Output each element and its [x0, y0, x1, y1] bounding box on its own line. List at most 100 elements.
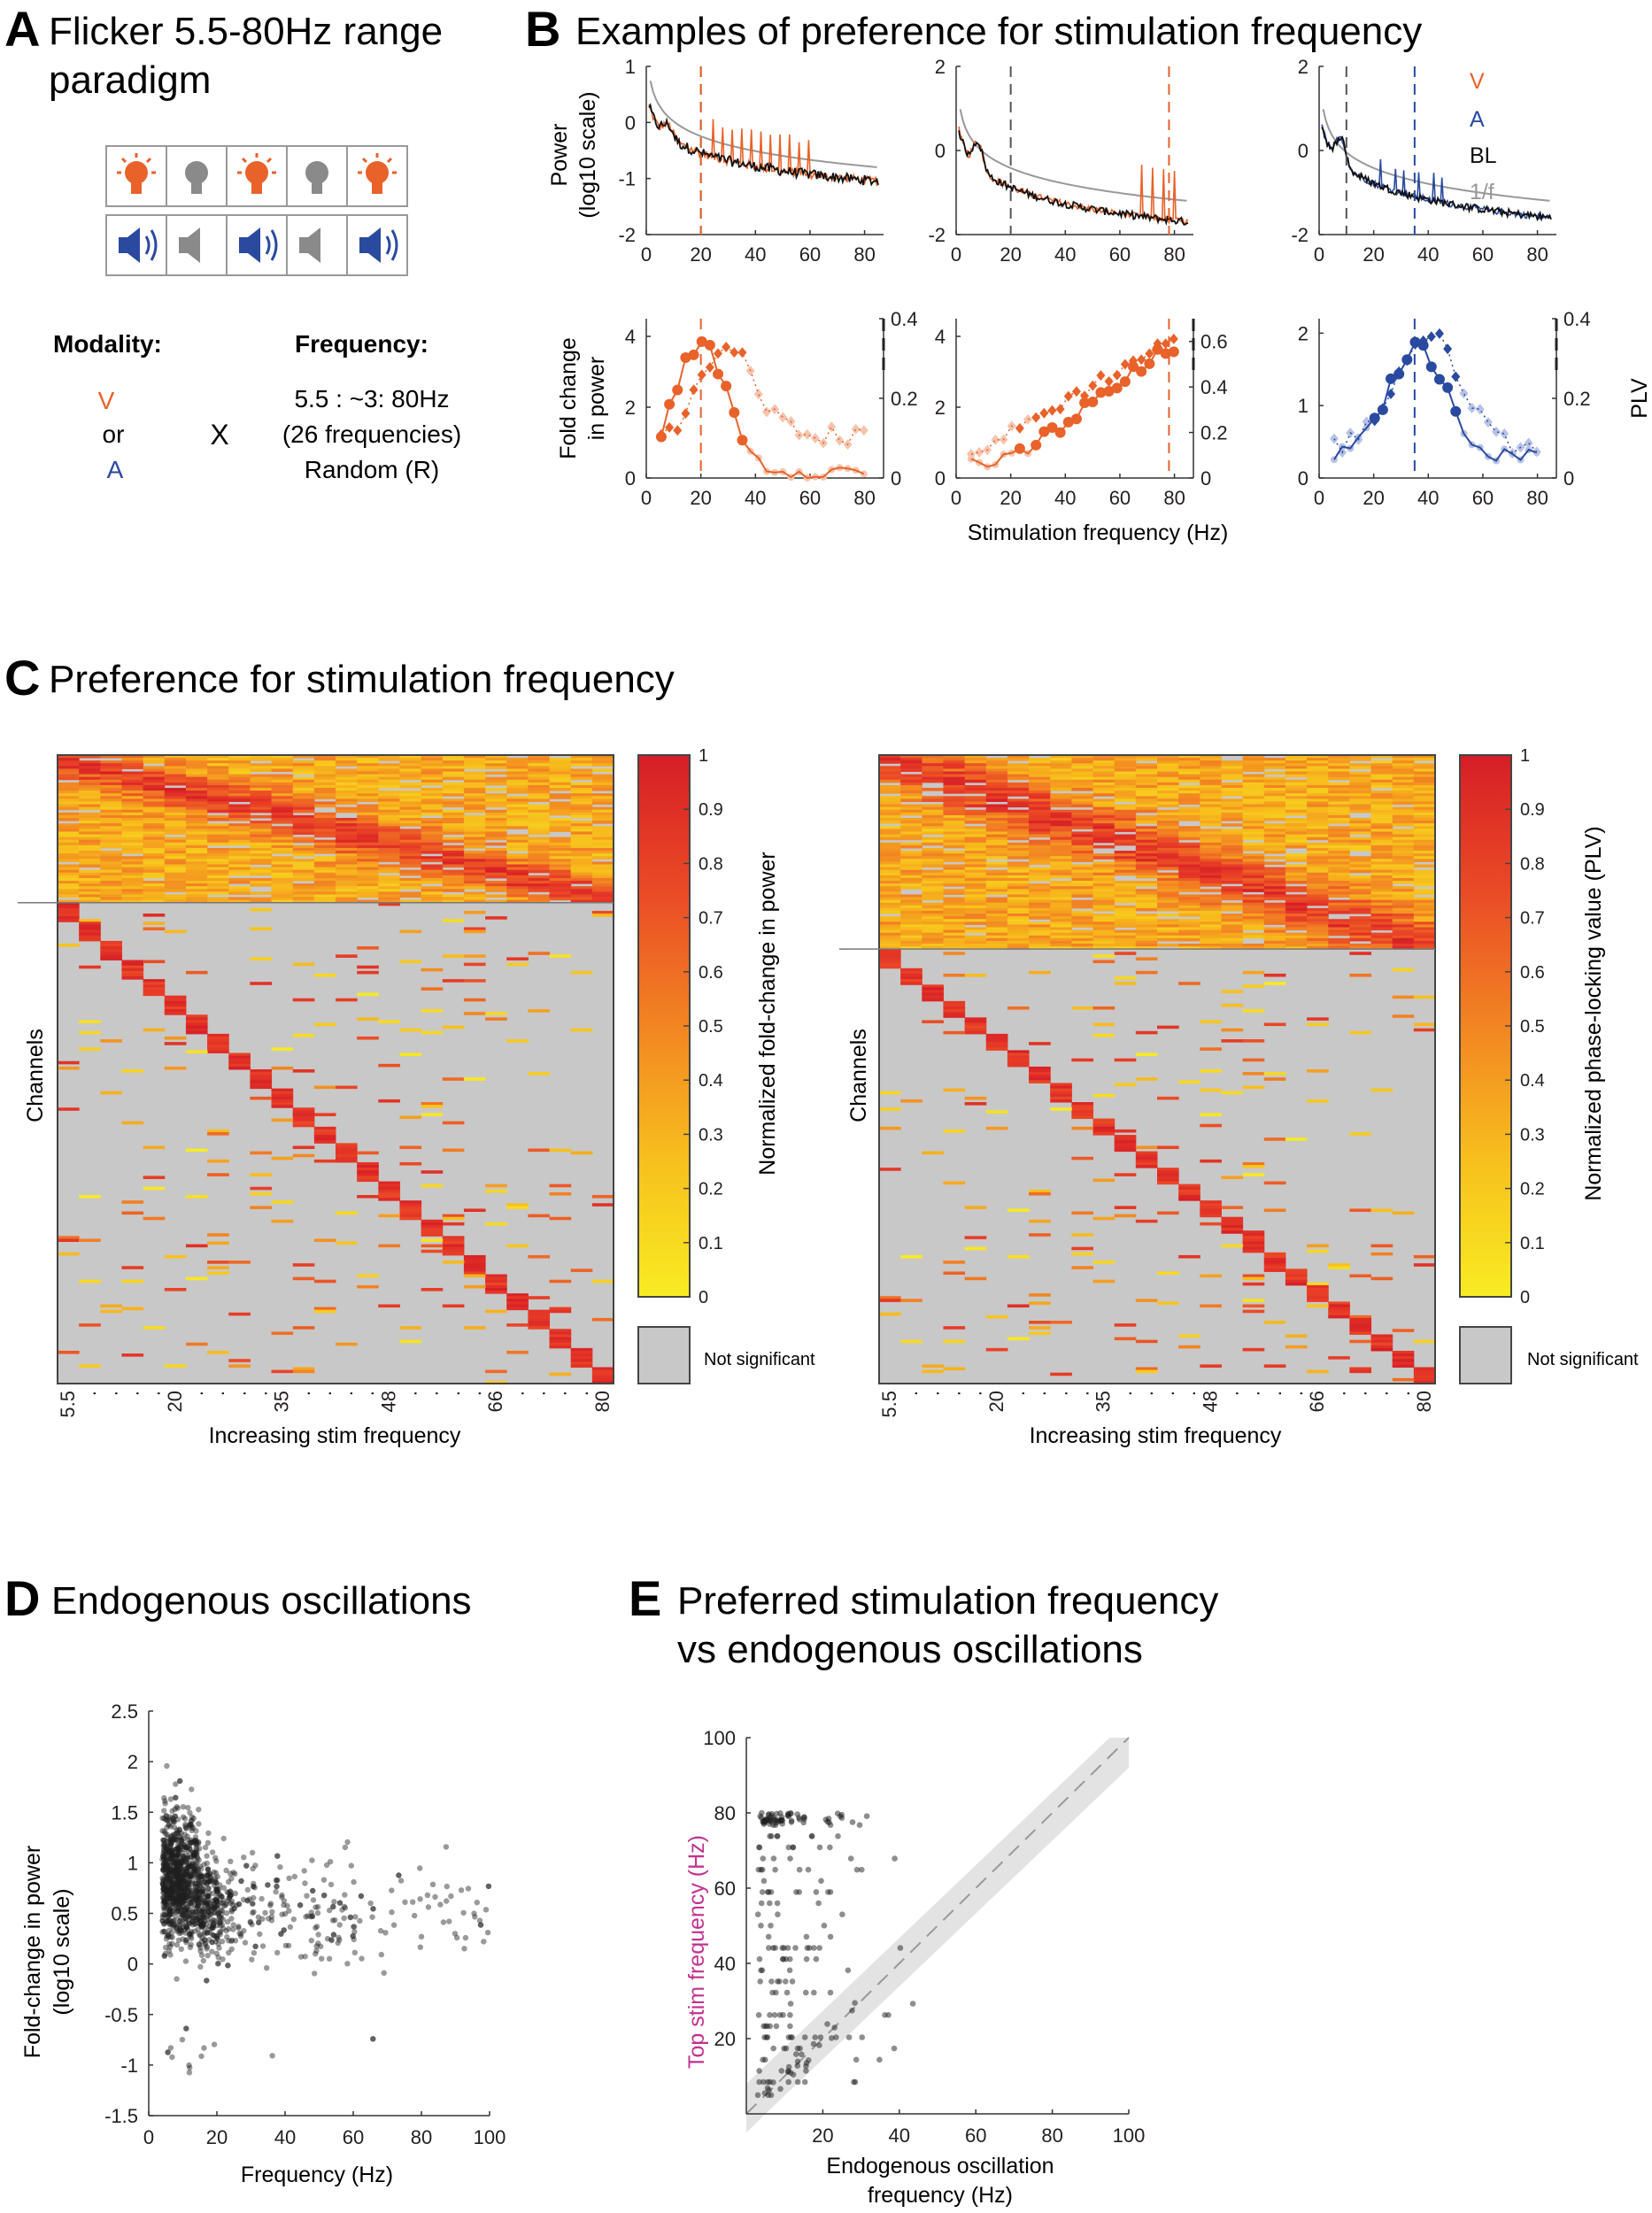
heatmap-cell	[1242, 924, 1265, 928]
heatmap-cell	[1285, 1268, 1308, 1272]
heatmap-cell	[121, 864, 144, 868]
heatmap-cell	[964, 881, 987, 884]
heatmap-cell	[1029, 935, 1051, 939]
heatmap-cell	[271, 851, 294, 854]
heatmap-cell	[943, 809, 966, 813]
heatmap-cell	[79, 831, 101, 836]
heatmap-cell	[271, 1091, 294, 1095]
heatmap-cell	[1050, 905, 1072, 909]
heatmap-cell	[985, 812, 1008, 816]
heatmap-cell	[1307, 826, 1329, 829]
heatmap-cell	[985, 919, 1008, 922]
heatmap-cell	[58, 1107, 80, 1111]
scatter-point	[187, 1893, 193, 1899]
heatmap-cell	[985, 1042, 1008, 1045]
heatmap-cell	[143, 881, 166, 884]
bulb-glass	[305, 161, 328, 184]
heatmap-cell	[943, 872, 966, 876]
heatmap-cell	[421, 899, 444, 904]
heatmap-cell	[143, 834, 166, 838]
heatmap-cell	[121, 834, 144, 838]
scatter-point	[304, 1893, 310, 1899]
heatmap-cell	[185, 842, 208, 846]
x-tick-label: 60	[1472, 243, 1494, 266]
heatmap-cell	[1029, 793, 1051, 797]
heatmap-cell	[1221, 1216, 1244, 1221]
heatmap-cell	[1050, 768, 1072, 773]
heatmap-cell	[442, 859, 465, 862]
heatmap-cell	[549, 847, 572, 852]
heatmap-cell	[528, 760, 551, 764]
heatmap-cell	[549, 763, 572, 767]
heatmap-cell	[357, 784, 379, 789]
scatter-point	[169, 1838, 175, 1844]
scatter-point	[201, 2045, 207, 2051]
heatmap-cell	[1114, 1135, 1137, 1138]
heatmap-cell	[1007, 776, 1030, 781]
heatmap-cell	[900, 842, 922, 846]
heatmap-cell	[549, 1345, 572, 1349]
panel-d: D Endogenous oscillations Fold-change in…	[4, 1570, 506, 2187]
heatmap-cell	[1200, 1203, 1222, 1207]
scatter-point	[164, 1824, 170, 1831]
heatmap-cell	[1050, 894, 1072, 898]
scatter-point	[312, 1970, 318, 1977]
heatmap-cell	[1263, 891, 1286, 895]
heatmap-cell	[143, 914, 166, 917]
heatmap-cell	[336, 1211, 358, 1215]
heatmap-cell	[1392, 793, 1415, 797]
heatmap-cell	[185, 804, 208, 808]
heatmap-cell	[1114, 1214, 1137, 1218]
heatmap-cell	[336, 859, 358, 862]
heatmap-cell	[207, 883, 229, 887]
heatmap-cell	[1050, 883, 1072, 887]
heatmap-cell	[922, 935, 944, 939]
heatmap-cell	[336, 771, 358, 775]
heatmap-cell	[1242, 894, 1265, 898]
scatter-point	[166, 1888, 173, 1894]
heatmap-cell	[207, 875, 229, 879]
heatmap-cell	[985, 877, 1008, 882]
scatter-point	[169, 1884, 175, 1891]
heatmap-cell	[58, 798, 80, 802]
heatmap-cell	[1242, 806, 1265, 811]
x-tick-label: .	[78, 1391, 100, 1396]
y-tick-label: -1	[120, 2055, 138, 2077]
heatmap-cell	[185, 891, 208, 895]
scatter-point	[197, 1921, 204, 1928]
scatter-point	[189, 1824, 195, 1831]
heatmap-cell	[1263, 790, 1286, 794]
heatmap-cell	[250, 1186, 273, 1191]
heatmap-cell	[1007, 826, 1030, 829]
scatter-point	[166, 1920, 173, 1926]
heatmap-cell	[1050, 861, 1072, 865]
heatmap-cell	[250, 856, 273, 860]
heatmap-cell	[58, 766, 80, 769]
heatmap-cell	[964, 1017, 987, 1021]
heatmap-cell	[357, 970, 379, 975]
heatmap-cell	[336, 1156, 358, 1160]
heatmap-cell	[591, 779, 614, 783]
heatmap-cell	[421, 796, 444, 799]
heatmap-cell	[1029, 1331, 1051, 1335]
heatmap-cell	[1135, 779, 1158, 783]
heatmap-cell	[292, 1115, 315, 1120]
scatter-point	[235, 1901, 243, 1908]
heatmap-cell	[79, 814, 101, 819]
heatmap-cell	[485, 1291, 507, 1294]
heatmap-cell	[313, 851, 336, 854]
heatmap-cell	[357, 875, 379, 879]
speaker-on-icon	[239, 227, 278, 263]
heatmap-cell	[900, 806, 922, 811]
heatmap-cell	[1178, 755, 1200, 759]
scatter-point	[173, 1861, 179, 1868]
heatmap-cell	[442, 1121, 465, 1125]
heatmap-cell	[336, 837, 358, 841]
heatmap-cell	[1307, 1282, 1329, 1286]
heatmap-cell	[1370, 856, 1393, 860]
heatmap-cell	[207, 859, 229, 862]
heatmap-cell	[143, 755, 166, 759]
heatmap-cell	[421, 987, 444, 991]
heatmap-cell	[900, 927, 922, 931]
heatmap-cell	[271, 1105, 294, 1108]
